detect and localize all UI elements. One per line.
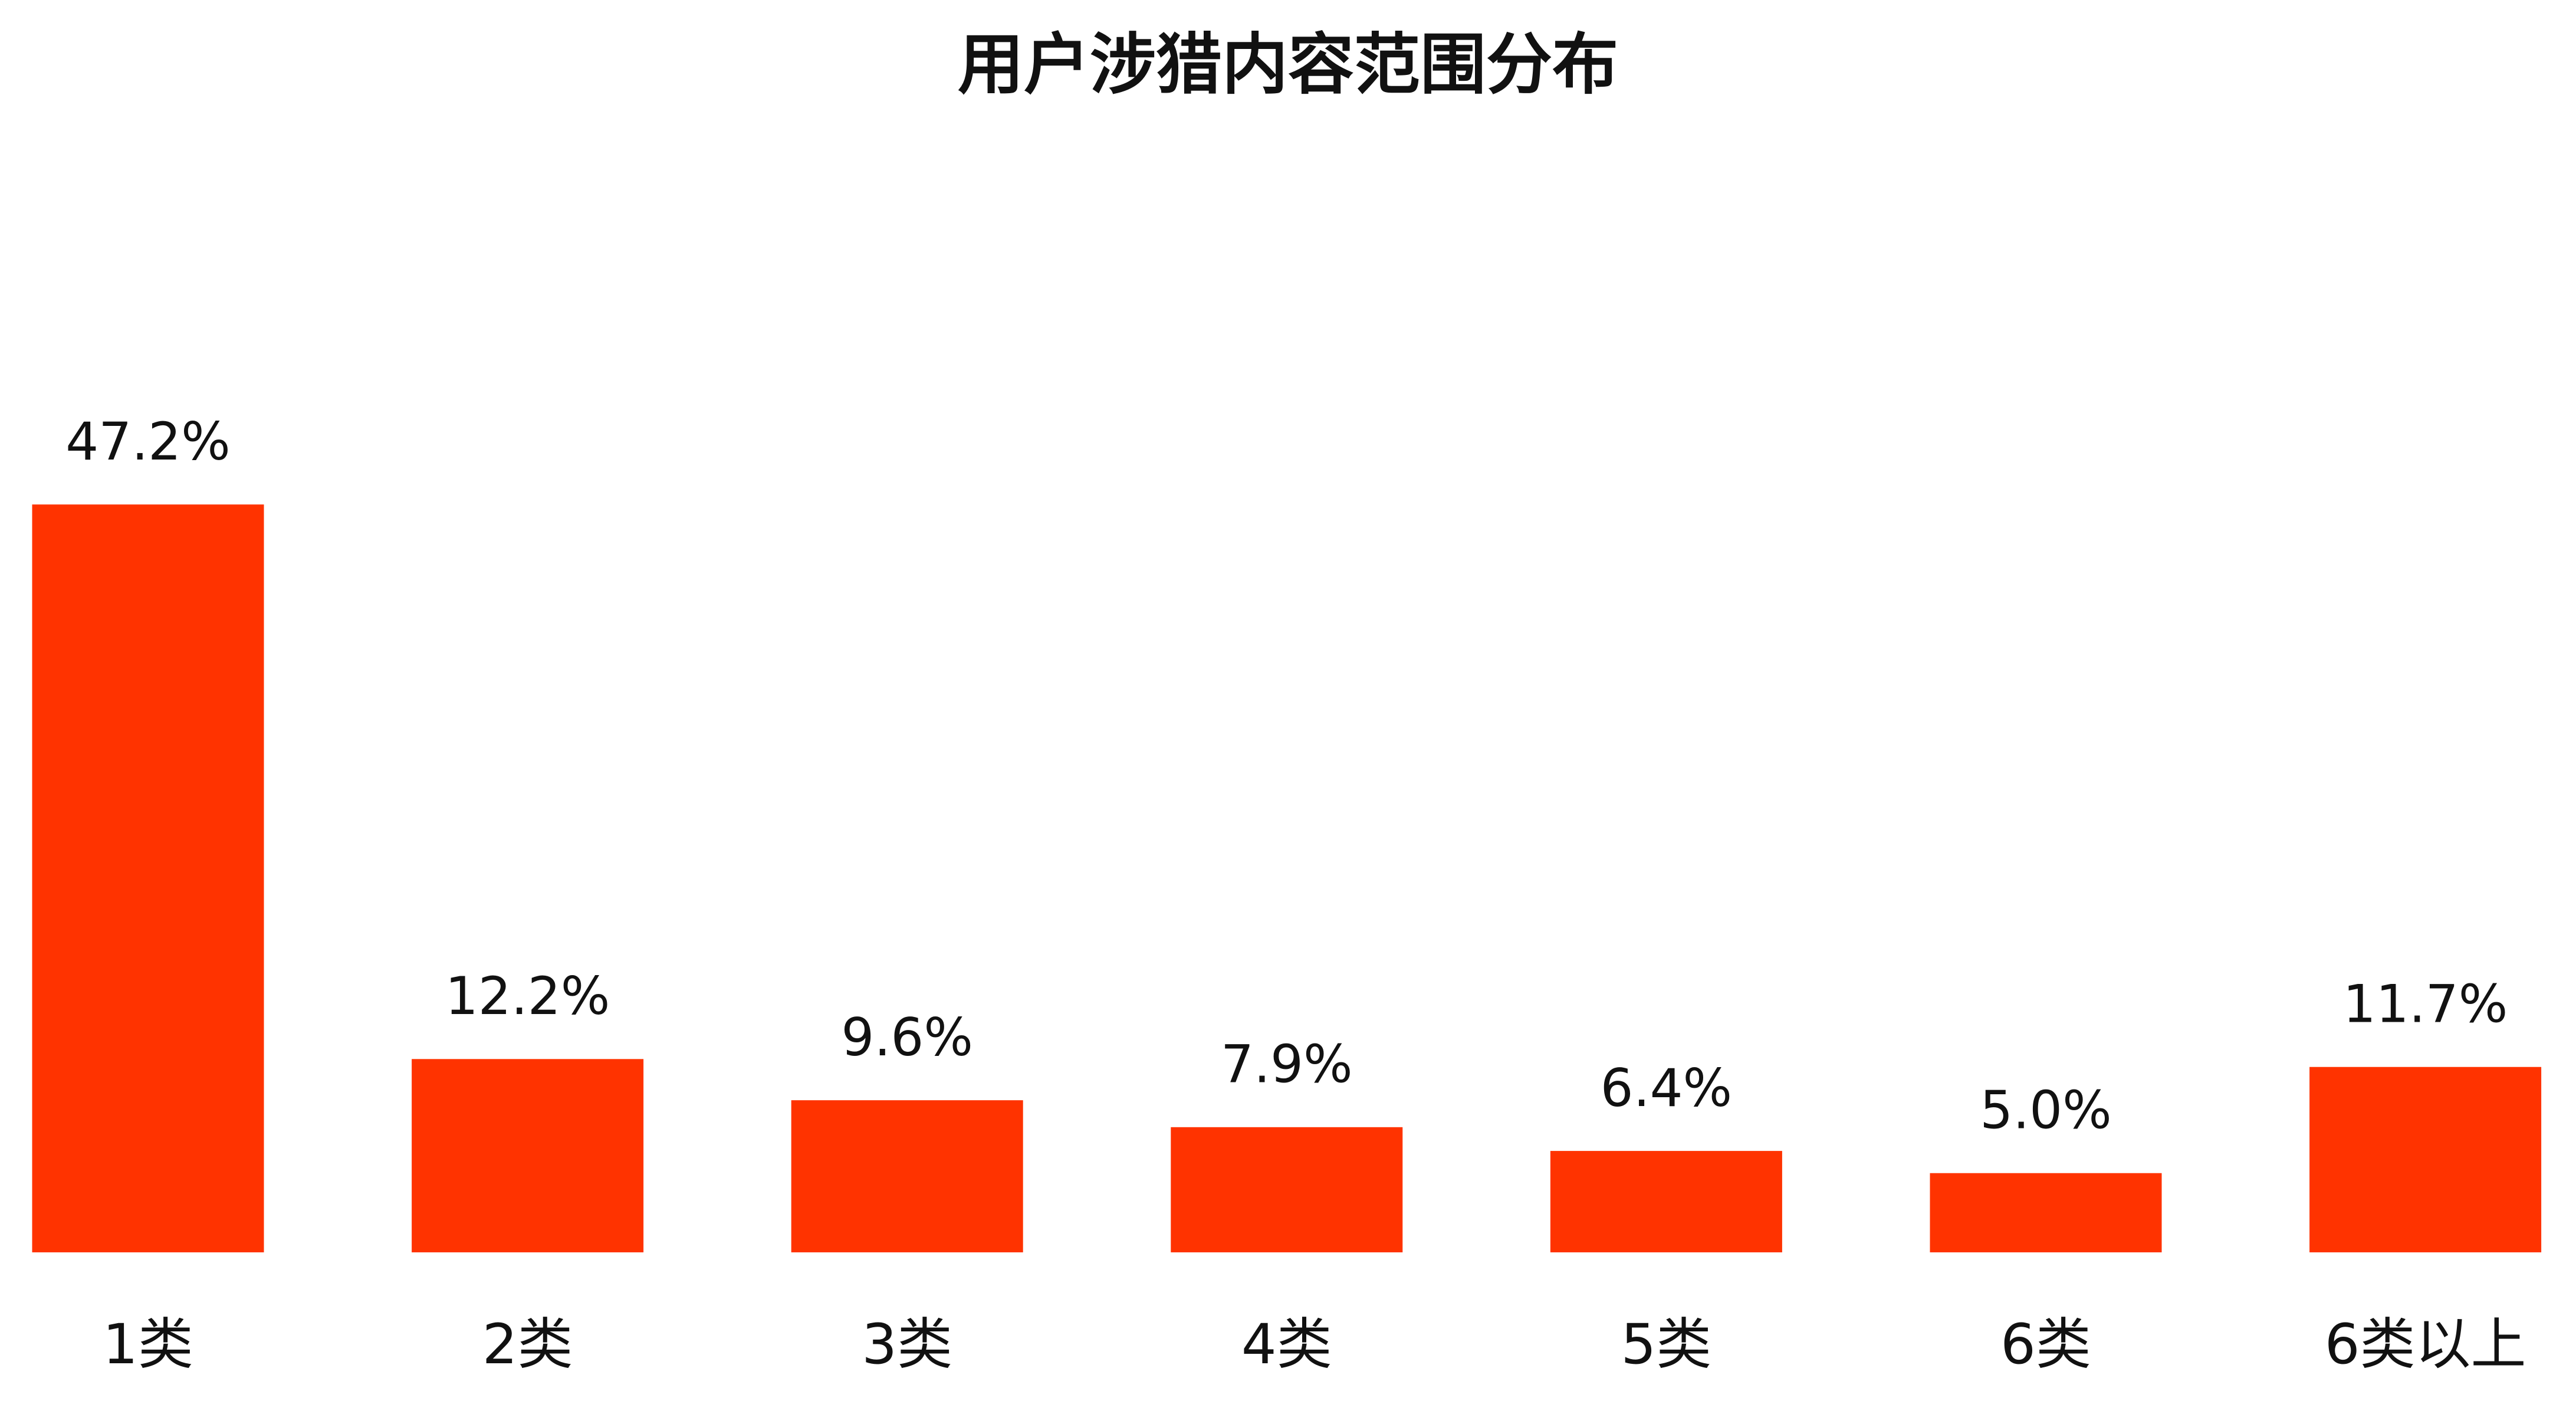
bar [2309, 1067, 2542, 1252]
value-label: 11.7% [2343, 974, 2508, 1035]
x-tick-label: 6类 [2000, 1313, 2091, 1377]
bar [1930, 1173, 2162, 1252]
bar [791, 1100, 1023, 1252]
x-tick-label: 5类 [1621, 1313, 1711, 1377]
value-label: 9.6% [841, 1007, 973, 1068]
chart-title: 用户涉猎内容范围分布 [958, 27, 1618, 103]
bar [32, 504, 264, 1252]
x-tick-label: 2类 [482, 1313, 573, 1377]
value-label: 5.0% [1980, 1080, 2112, 1141]
bar [1550, 1151, 1782, 1252]
value-label: 6.4% [1601, 1058, 1733, 1118]
value-label: 12.2% [445, 966, 610, 1026]
value-label: 47.2% [65, 411, 231, 472]
x-tick-label: 6类以上 [2325, 1313, 2526, 1377]
x-tick-label: 1类 [103, 1313, 193, 1377]
value-label: 7.9% [1221, 1034, 1353, 1095]
bar [412, 1059, 644, 1252]
x-tick-label: 4类 [1241, 1313, 1332, 1377]
bar [1171, 1127, 1403, 1252]
x-tick-label: 3类 [862, 1313, 952, 1377]
